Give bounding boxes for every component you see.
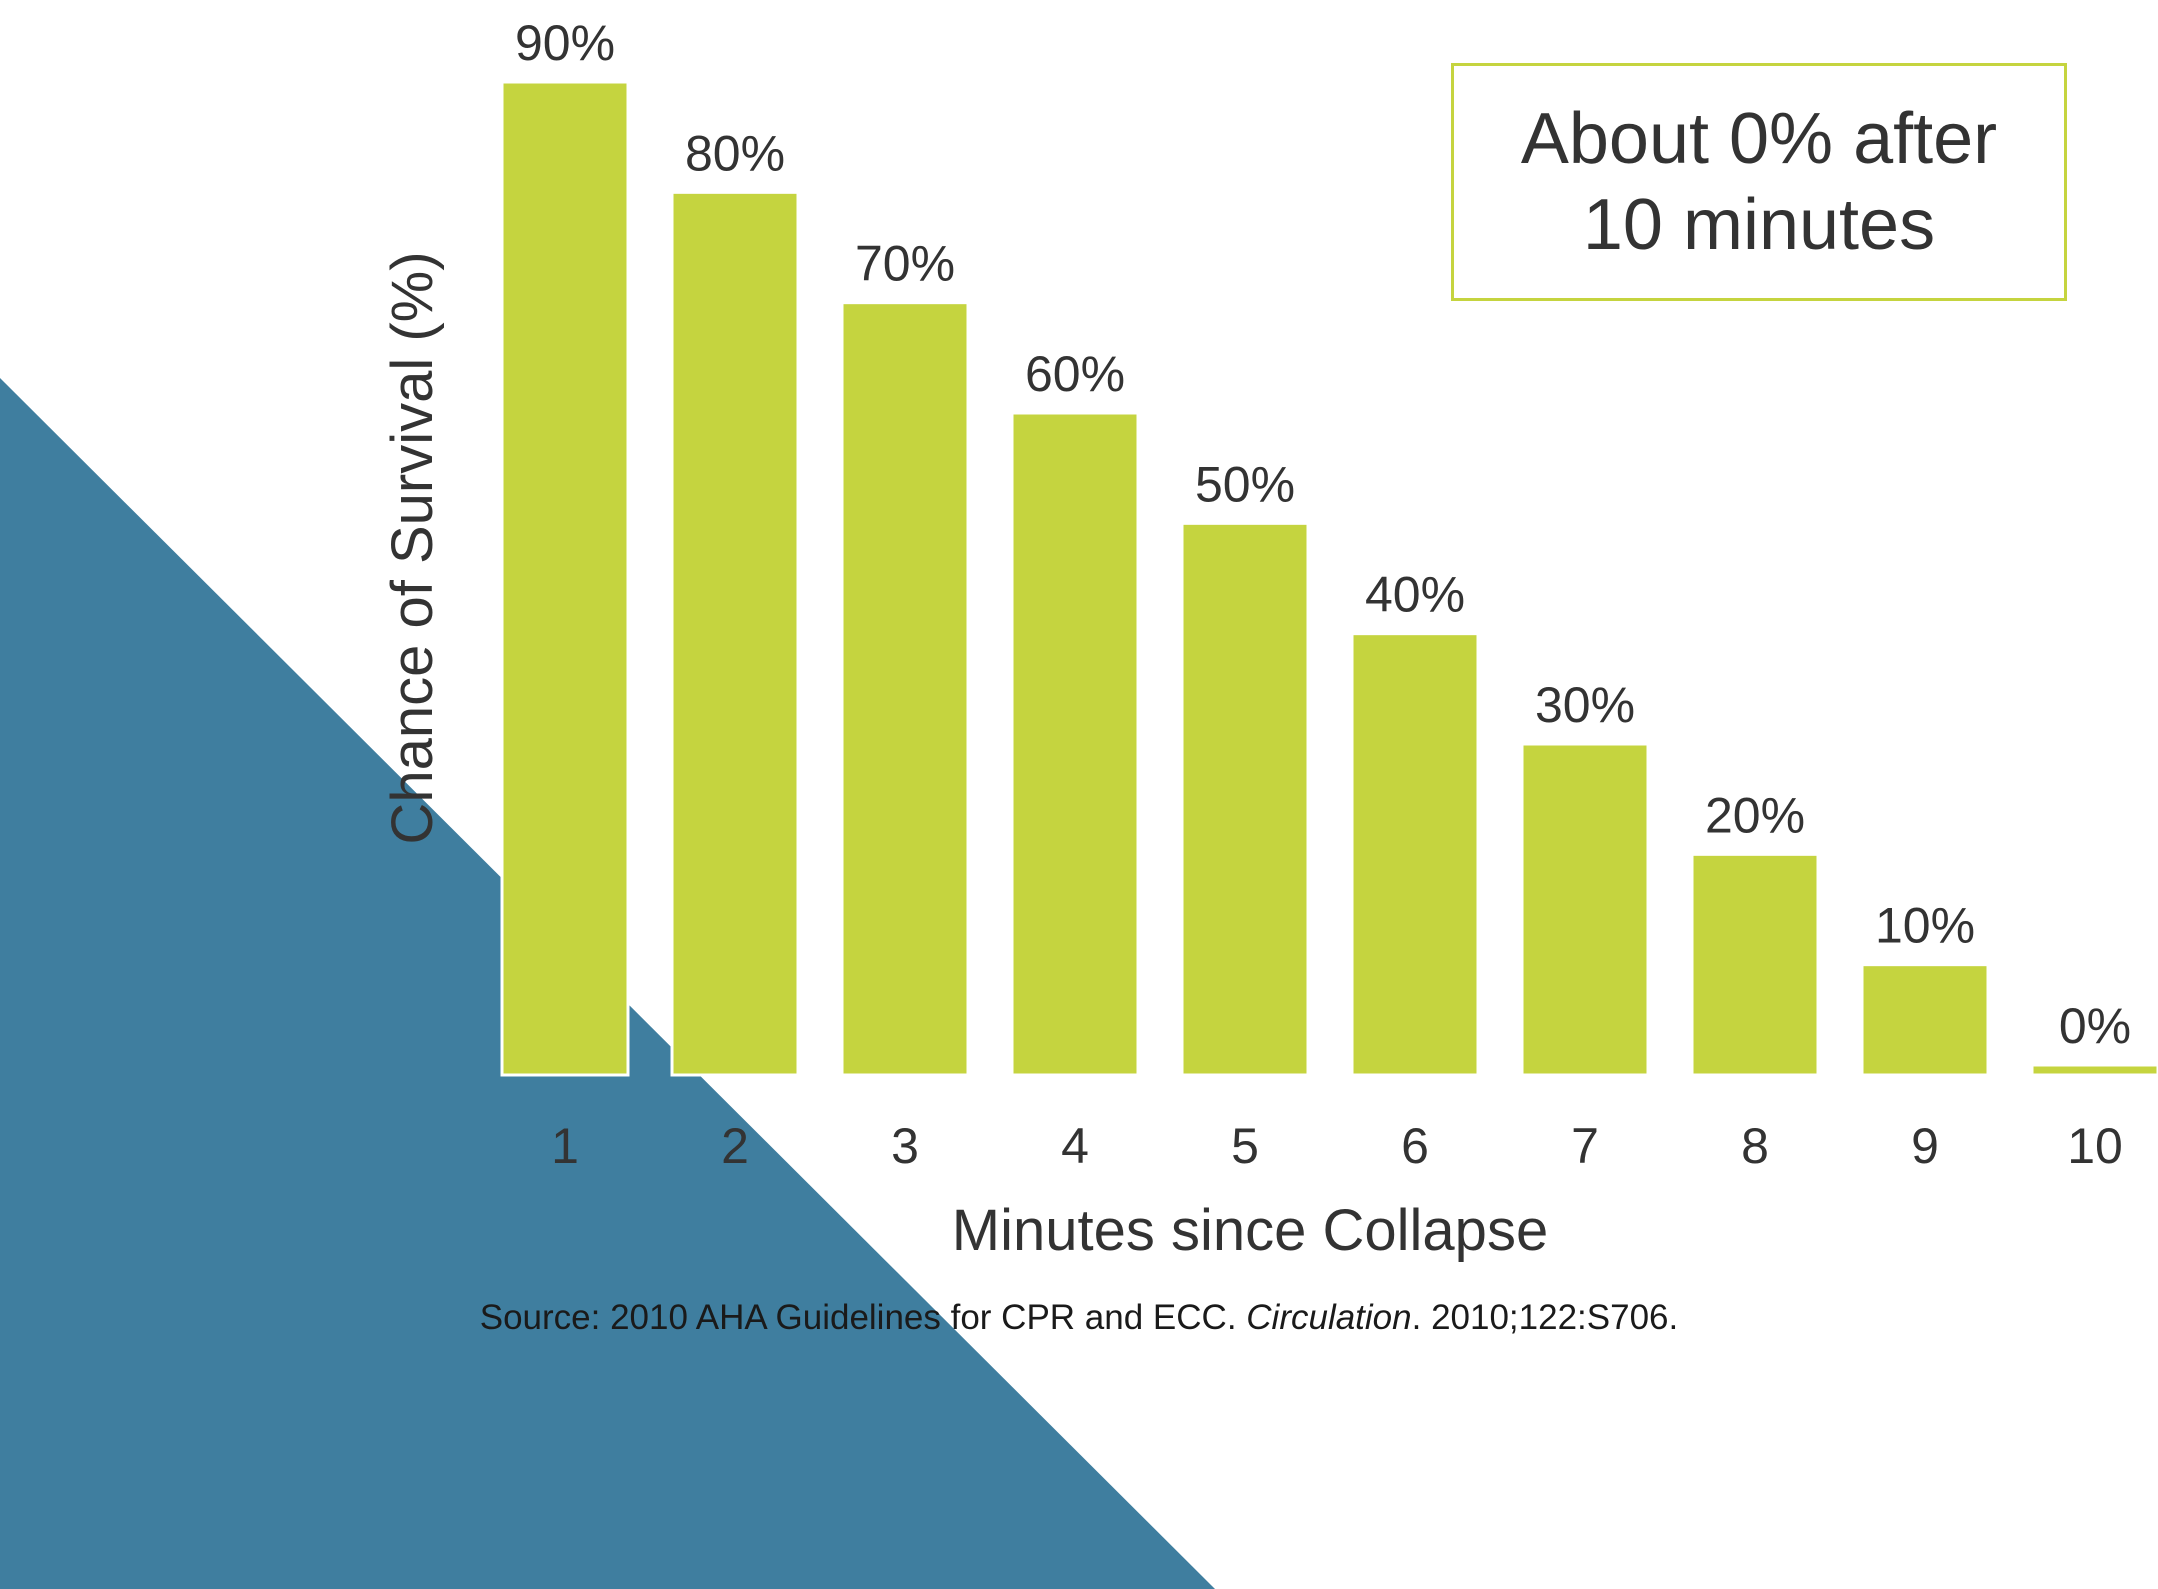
x-tick-label-2: 2 — [721, 1118, 749, 1174]
value-label-minute-1: 90% — [515, 15, 615, 71]
value-label-minute-9: 10% — [1875, 898, 1975, 954]
bar-minute-7 — [1520, 742, 1650, 1077]
bar-minute-1 — [500, 80, 630, 1077]
value-labels-group: 90% 80% 70% 60% 50% 40% 30% 20% 10% 0% — [515, 15, 2131, 1054]
x-tick-label-1: 1 — [551, 1118, 579, 1174]
value-label-minute-6: 40% — [1365, 567, 1465, 623]
x-tick-label-6: 6 — [1401, 1118, 1429, 1174]
bar-minute-8 — [1690, 852, 1820, 1077]
bar-minute-6 — [1350, 632, 1480, 1077]
x-tick-labels-group: 1 2 3 4 5 6 7 8 9 10 — [551, 1118, 2123, 1174]
x-tick-label-3: 3 — [891, 1118, 919, 1174]
bars-group — [500, 80, 2158, 1077]
x-tick-label-7: 7 — [1571, 1118, 1599, 1174]
x-tick-label-9: 9 — [1911, 1118, 1939, 1174]
value-label-minute-10: 0% — [2059, 998, 2131, 1054]
value-label-minute-8: 20% — [1705, 787, 1805, 843]
x-tick-label-10: 10 — [2067, 1118, 2123, 1174]
x-tick-label-5: 5 — [1231, 1118, 1259, 1174]
source-citation: Source: 2010 AHA Guidelines for CPR and … — [0, 1298, 2158, 1338]
bar-minute-5 — [1180, 521, 1310, 1077]
x-tick-label-4: 4 — [1061, 1118, 1089, 1174]
bar-minute-3 — [840, 301, 970, 1077]
value-label-minute-3: 70% — [855, 236, 955, 292]
value-label-minute-5: 50% — [1195, 456, 1295, 512]
x-axis-label: Minutes since Collapse — [952, 1198, 1548, 1263]
bar-minute-4 — [1010, 411, 1140, 1077]
callout-box: About 0% after 10 minutes — [1451, 63, 2067, 301]
bar-minute-2 — [670, 190, 800, 1077]
source-journal: Circulation — [1246, 1298, 1412, 1337]
x-tick-label-8: 8 — [1741, 1118, 1769, 1174]
callout-text: About 0% after 10 minutes — [1520, 99, 1998, 265]
bar-minute-10 — [2030, 1063, 2158, 1077]
value-label-minute-4: 60% — [1025, 346, 1125, 402]
y-axis-label: Chance of Survival (%) — [380, 251, 445, 844]
source-suffix: . 2010;122:S706. — [1411, 1298, 1679, 1337]
value-label-minute-2: 80% — [685, 125, 785, 181]
bar-minute-9 — [1860, 963, 1990, 1077]
source-prefix: Source: 2010 AHA Guidelines for CPR and … — [479, 1298, 1247, 1337]
value-label-minute-7: 30% — [1535, 677, 1635, 733]
